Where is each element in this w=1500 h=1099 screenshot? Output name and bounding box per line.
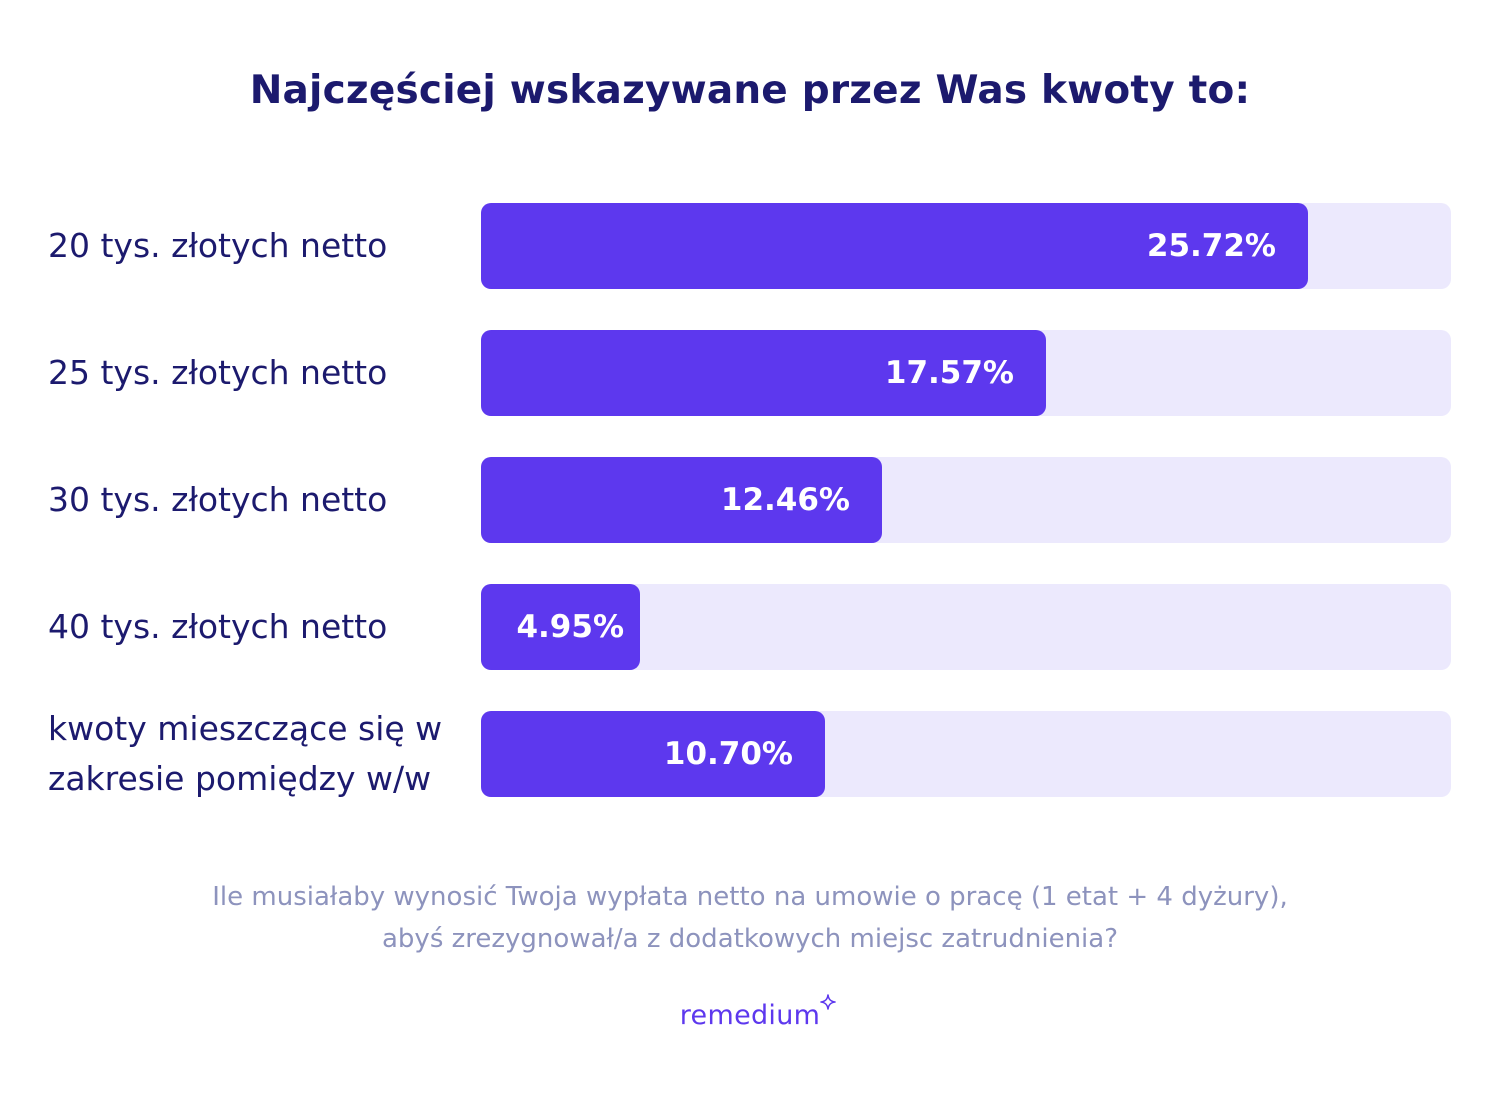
brand-logo-text: remedium <box>679 1000 821 1031</box>
data-label: 10.70% <box>663 736 793 772</box>
bar-track: 25.72% <box>481 203 1451 289</box>
data-label: 25.72% <box>1146 228 1276 264</box>
bar: 4.95% <box>481 584 640 670</box>
bar: 17.57% <box>481 330 1046 416</box>
category-label: kwoty mieszczące się w zakresie pomiędzy… <box>48 709 443 798</box>
bar-track: 12.46% <box>481 457 1451 543</box>
survey-question-line-2: abyś zrezygnował/a z dodatkowych miejsc … <box>382 924 1118 954</box>
bar: 12.46% <box>481 457 882 543</box>
chart-title: Najczęściej wskazywane przez Was kwoty t… <box>249 68 1251 113</box>
category-label: 40 tys. złotych netto <box>48 607 388 646</box>
category-label: 20 tys. złotych netto <box>48 226 388 265</box>
sparkle-icon <box>820 994 837 1010</box>
bar-track: 10.70% <box>481 711 1451 797</box>
survey-question: Ile musiałaby wynosić Twoja wypłata nett… <box>0 876 1500 960</box>
data-label: 17.57% <box>884 355 1014 391</box>
category-label: 25 tys. złotych netto <box>48 353 388 392</box>
brand-logo: remedium <box>0 994 1500 1031</box>
data-label: 12.46% <box>720 482 850 518</box>
bar: 10.70% <box>481 711 825 797</box>
data-label: 4.95% <box>516 609 624 645</box>
bar: 25.72% <box>481 203 1308 289</box>
bar-track: 17.57% <box>481 330 1451 416</box>
category-label: 30 tys. złotych netto <box>48 480 388 519</box>
survey-question-line-1: Ile musiałaby wynosić Twoja wypłata nett… <box>212 882 1288 912</box>
bar-track: 4.95% <box>481 584 1451 670</box>
